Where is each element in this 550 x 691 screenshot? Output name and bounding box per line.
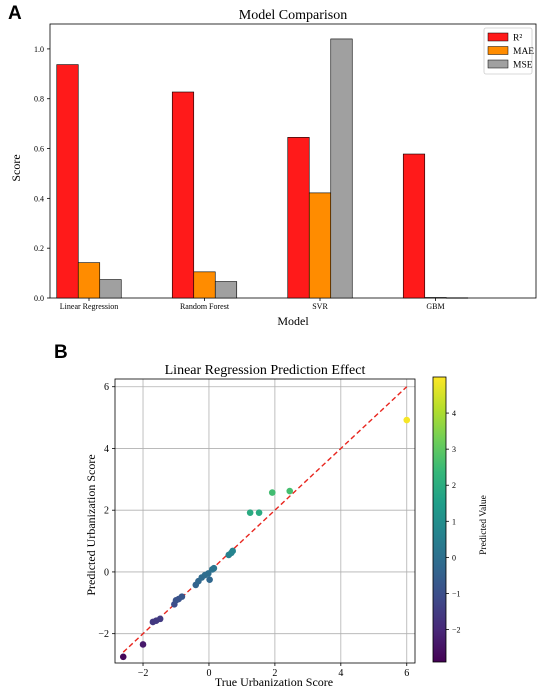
- bar: [445, 297, 469, 299]
- scatter-point: [156, 615, 164, 623]
- y-tick-label: 4: [104, 444, 109, 455]
- scatter-chart: −2 0 2 4 6 −2 0 2 4 6 −2 −1 0 1 2 3 4: [98, 376, 461, 679]
- y-tick-label: 6: [104, 382, 109, 393]
- legend-label: R²: [513, 34, 522, 44]
- x-tick-label: Linear Regression: [60, 302, 118, 311]
- bar: [214, 281, 238, 299]
- chart-a-title: Model Comparison: [239, 8, 348, 23]
- bar: [99, 279, 122, 299]
- reference-line: [122, 386, 408, 653]
- scatter-point: [210, 564, 218, 572]
- legend-swatch: [487, 32, 509, 42]
- bar: [308, 192, 332, 299]
- y-tick-label: 2: [104, 506, 109, 517]
- y-tick-label: 0.8: [34, 95, 44, 104]
- x-tick-label: 0: [206, 668, 211, 679]
- colorbar-tick-label: 0: [452, 553, 456, 562]
- scatter-point: [204, 570, 212, 577]
- scatter-point: [246, 509, 254, 516]
- x-tick-label: SVR: [312, 302, 328, 311]
- colorbar-tick-label: 4: [452, 409, 456, 418]
- colorbar-tick-label: −2: [452, 626, 461, 635]
- colorbar-tick-label: −1: [452, 589, 461, 598]
- colorbar-tick-label: 3: [452, 445, 456, 454]
- scatter-point: [178, 593, 186, 600]
- plot-frame: [114, 378, 416, 664]
- x-tick-label: 2: [272, 668, 277, 679]
- y-tick-label: −2: [98, 629, 109, 640]
- colorbar-tick-label: 1: [452, 517, 456, 526]
- bar: [424, 297, 447, 299]
- bar: [402, 153, 426, 299]
- x-tick-label: Random Forest: [180, 302, 230, 311]
- scatter-point: [268, 489, 276, 496]
- bar: [193, 271, 216, 299]
- colorbar-label: Predicted Value: [479, 495, 489, 555]
- bar-chart: Linear Regression Random Forest SVR GBM 0.0 0…: [34, 23, 537, 311]
- x-tick-label: 4: [338, 668, 343, 679]
- legend-swatch: [487, 46, 509, 55]
- x-tick-label: GBM: [426, 302, 444, 311]
- panel-letter-a: A: [8, 3, 22, 24]
- scatter-point: [139, 641, 147, 648]
- scatter-point: [229, 547, 236, 555]
- y-tick-label: 0.0: [34, 294, 44, 303]
- bar: [56, 64, 79, 299]
- panel-letter-b: B: [54, 342, 68, 363]
- colorbar-tick-label: 2: [452, 481, 456, 490]
- legend-label: MSE: [513, 61, 533, 71]
- chart-b-xlabel: True Urbanization Score: [215, 675, 333, 689]
- y-tick-label: 1.0: [34, 45, 44, 54]
- scatter-point: [286, 487, 294, 495]
- y-tick-label: 0.4: [34, 194, 44, 203]
- x-tick-label: 6: [404, 668, 409, 679]
- y-tick-label: 0.2: [34, 244, 44, 253]
- chart-b-title: Linear Regression Prediction Effect: [165, 363, 366, 378]
- chart-a-xlabel: Model: [277, 314, 309, 328]
- scatter-point: [403, 416, 411, 424]
- legend-label: MAE: [513, 47, 534, 57]
- bar: [287, 137, 310, 299]
- chart-a-ylabel: Score: [9, 154, 23, 181]
- scatter-point: [206, 576, 213, 583]
- bar: [77, 262, 101, 299]
- bar: [330, 38, 353, 299]
- scatter-point: [119, 653, 127, 661]
- legend-swatch: [487, 59, 509, 69]
- colorbar: [432, 376, 447, 663]
- x-tick-label: −2: [138, 668, 149, 679]
- y-tick-label: 0.6: [34, 145, 44, 154]
- y-tick-label: 0: [104, 567, 109, 578]
- bar: [171, 91, 195, 299]
- chart-b-ylabel: Predicted Urbanization Score: [84, 454, 98, 595]
- scatter-point: [255, 509, 263, 516]
